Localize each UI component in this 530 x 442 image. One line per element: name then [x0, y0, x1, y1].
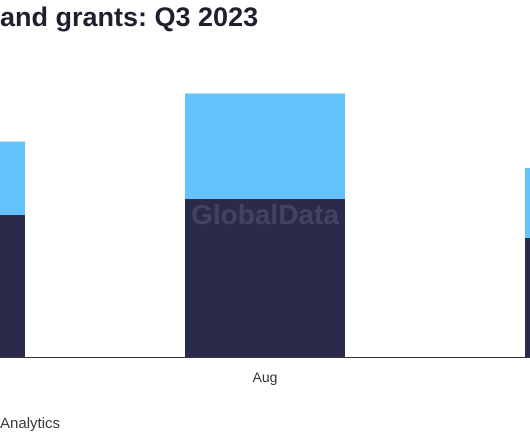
- source-note: Analytics: [0, 415, 61, 432]
- bar-group: [0, 93, 530, 357]
- bar-bottom-segment-0: [0, 214, 25, 357]
- bar-top-segment-2: [525, 167, 530, 238]
- watermark: GlobalData: [191, 199, 339, 230]
- bar-bottom-segment-2: [525, 237, 530, 357]
- x-tick-labels: Aug: [253, 369, 278, 385]
- bar-top-segment-0: [0, 141, 25, 215]
- chart-title: and grants: Q3 2023: [0, 2, 259, 32]
- bar-bottom-segment-1: [185, 198, 345, 357]
- bar-top-segment-1: [185, 93, 345, 199]
- x-tick-label: Aug: [253, 369, 278, 385]
